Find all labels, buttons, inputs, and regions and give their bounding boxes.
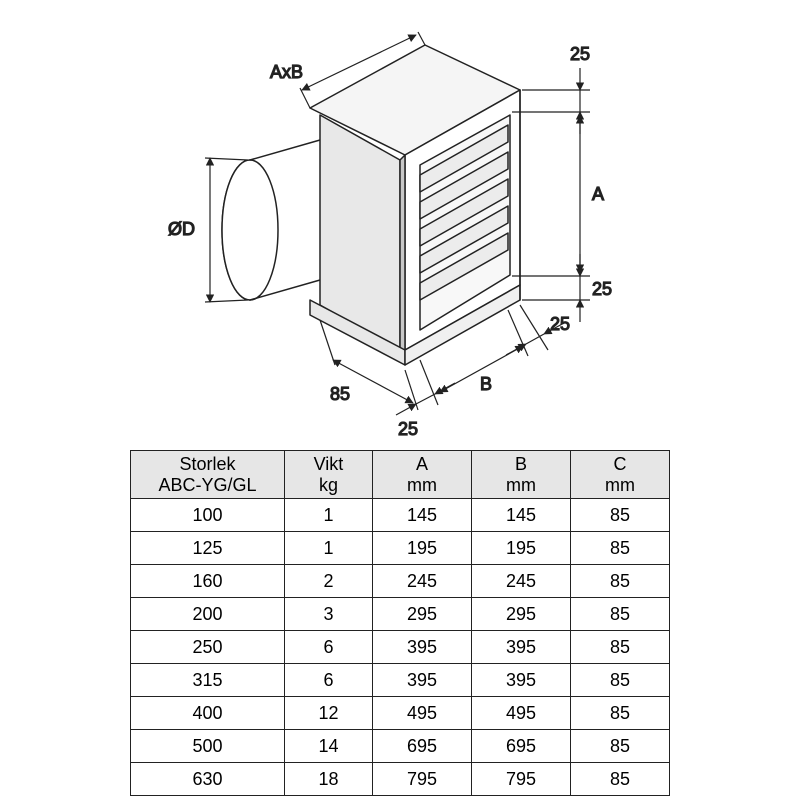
- table-cell: 14: [284, 730, 372, 763]
- table-row: 4001249549585: [131, 697, 670, 730]
- table-cell: 85: [570, 499, 669, 532]
- col-header-a: A mm: [372, 451, 471, 499]
- label-a: A: [592, 184, 604, 204]
- table-cell: 85: [570, 532, 669, 565]
- label-85: 85: [330, 384, 350, 404]
- label-b: B: [480, 374, 492, 394]
- table-row: 200329529585: [131, 598, 670, 631]
- table-cell: 795: [372, 763, 471, 796]
- table-cell: 695: [471, 730, 570, 763]
- table-cell: 6: [284, 664, 372, 697]
- label-diameter: ØD: [168, 219, 195, 239]
- table-cell: 85: [570, 730, 669, 763]
- table-cell: 295: [372, 598, 471, 631]
- col-header-c: C mm: [570, 451, 669, 499]
- table-row: 160224524585: [131, 565, 670, 598]
- label-axb: AxB: [270, 62, 303, 82]
- col-header-b: B mm: [471, 451, 570, 499]
- table-cell: 395: [471, 664, 570, 697]
- table-cell: 2: [284, 565, 372, 598]
- table-cell: 695: [372, 730, 471, 763]
- table-row: 315639539585: [131, 664, 670, 697]
- table-cell: 1: [284, 499, 372, 532]
- table-header-row: Storlek ABC-YG/GL Vikt kg A mm B mm C: [131, 451, 670, 499]
- table-cell: 245: [372, 565, 471, 598]
- table-row: 5001469569585: [131, 730, 670, 763]
- label-mid25: 25: [592, 279, 612, 299]
- table-cell: 495: [372, 697, 471, 730]
- table-row: 250639539585: [131, 631, 670, 664]
- table-cell: 85: [570, 664, 669, 697]
- table-cell: 160: [131, 565, 285, 598]
- table-cell: 85: [570, 631, 669, 664]
- spec-table-container: Storlek ABC-YG/GL Vikt kg A mm B mm C: [130, 450, 670, 796]
- table-cell: 630: [131, 763, 285, 796]
- col-header-weight: Vikt kg: [284, 451, 372, 499]
- label-top25: 25: [570, 44, 590, 64]
- table-cell: 395: [372, 664, 471, 697]
- table-cell: 500: [131, 730, 285, 763]
- table-cell: 85: [570, 598, 669, 631]
- table-cell: 12: [284, 697, 372, 730]
- table-row: 100114514585: [131, 499, 670, 532]
- table-cell: 18: [284, 763, 372, 796]
- table-cell: 145: [372, 499, 471, 532]
- label-r25: 25: [550, 314, 570, 334]
- table-cell: 395: [372, 631, 471, 664]
- table-row: 6301879579585: [131, 763, 670, 796]
- table-cell: 125: [131, 532, 285, 565]
- table-cell: 200: [131, 598, 285, 631]
- table-row: 125119519585: [131, 532, 670, 565]
- table-cell: 6: [284, 631, 372, 664]
- table-cell: 85: [570, 697, 669, 730]
- table-cell: 245: [471, 565, 570, 598]
- technical-diagram: AxB ØD 25 A 25 85: [120, 30, 680, 440]
- table-cell: 400: [131, 697, 285, 730]
- table-cell: 100: [131, 499, 285, 532]
- label-b25a: 25: [398, 419, 418, 439]
- spec-table: Storlek ABC-YG/GL Vikt kg A mm B mm C: [130, 450, 670, 796]
- table-cell: 195: [372, 532, 471, 565]
- table-cell: 795: [471, 763, 570, 796]
- table-cell: 295: [471, 598, 570, 631]
- col-header-size: Storlek ABC-YG/GL: [131, 451, 285, 499]
- table-cell: 3: [284, 598, 372, 631]
- table-cell: 85: [570, 763, 669, 796]
- table-cell: 315: [131, 664, 285, 697]
- table-cell: 395: [471, 631, 570, 664]
- table-cell: 145: [471, 499, 570, 532]
- table-cell: 495: [471, 697, 570, 730]
- table-cell: 195: [471, 532, 570, 565]
- table-cell: 1: [284, 532, 372, 565]
- table-cell: 85: [570, 565, 669, 598]
- table-cell: 250: [131, 631, 285, 664]
